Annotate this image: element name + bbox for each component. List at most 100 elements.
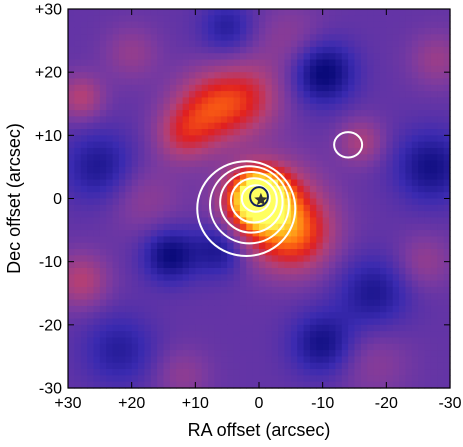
map-pixel (201, 21, 209, 29)
map-pixel (125, 204, 133, 212)
map-pixel (201, 84, 209, 92)
map-pixel (138, 65, 145, 73)
map-pixel (418, 217, 426, 225)
map-pixel (99, 198, 107, 206)
map-pixel (329, 242, 336, 250)
map-pixel (80, 27, 88, 35)
map-pixel (138, 185, 145, 193)
map-pixel (360, 280, 368, 288)
map-pixel (329, 129, 336, 136)
map-pixel (87, 110, 95, 117)
map-pixel (424, 53, 432, 61)
map-pixel (106, 135, 114, 143)
map-pixel (437, 103, 445, 111)
map-pixel (227, 204, 235, 212)
map-pixel (424, 166, 432, 174)
map-pixel (131, 110, 139, 117)
map-pixel (150, 122, 158, 130)
map-pixel (271, 192, 279, 200)
map-pixel (405, 141, 413, 149)
map-pixel (182, 173, 190, 181)
map-pixel (443, 324, 451, 332)
map-pixel (169, 135, 177, 143)
map-pixel (265, 356, 273, 364)
map-pixel (329, 217, 336, 225)
map-pixel (87, 293, 95, 301)
map-pixel (284, 59, 292, 67)
map-pixel (392, 53, 400, 61)
map-pixel (87, 59, 95, 67)
map-pixel (157, 103, 165, 111)
map-pixel (290, 318, 298, 326)
contour-lines (196, 131, 364, 257)
map-pixel (99, 343, 107, 351)
map-pixel (144, 65, 152, 73)
map-pixel (271, 337, 279, 345)
map-pixel (125, 110, 133, 117)
axis-ticks: +30 +20 +10 0 -10 -20 -30-30-20-100+10+20+30 (35, 2, 462, 413)
map-pixel (373, 356, 381, 364)
map-pixel (424, 141, 432, 149)
map-pixel (443, 173, 451, 181)
map-pixel (87, 324, 95, 332)
map-pixel (411, 223, 419, 231)
map-pixel (176, 166, 184, 174)
map-pixel (271, 312, 279, 320)
map-pixel (303, 255, 311, 263)
map-pixel (157, 249, 165, 256)
map-pixel (278, 337, 286, 345)
map-pixel (360, 299, 368, 307)
map-pixel (188, 331, 196, 339)
x-tick-label: +20 (118, 395, 145, 412)
map-pixel (246, 59, 254, 67)
map-pixel (144, 198, 152, 206)
map-pixel (214, 305, 222, 313)
map-pixel (252, 21, 260, 29)
map-pixel (411, 236, 419, 244)
map-pixel (182, 381, 190, 389)
map-pixel (335, 274, 343, 282)
map-pixel (246, 375, 254, 383)
map-pixel (233, 91, 241, 99)
map-pixel (290, 97, 298, 105)
map-pixel (418, 261, 426, 269)
map-pixel (233, 147, 241, 155)
map-pixel (74, 381, 82, 389)
map-pixel (176, 78, 184, 86)
map-pixel (176, 40, 184, 48)
map-pixel (163, 198, 171, 206)
map-pixel (68, 116, 75, 124)
map-pixel (106, 110, 114, 117)
map-pixel (87, 249, 95, 256)
map-pixel (214, 116, 222, 124)
map-pixel (290, 230, 298, 237)
map-pixel (68, 65, 75, 73)
map-pixel (201, 312, 209, 320)
map-pixel (360, 116, 368, 124)
map-pixel (309, 255, 317, 263)
map-pixel (418, 293, 426, 301)
map-pixel (316, 129, 324, 136)
map-pixel (392, 173, 400, 181)
map-pixel (220, 217, 228, 225)
map-pixel (163, 249, 171, 256)
map-pixel (437, 211, 445, 219)
map-pixel (437, 179, 445, 187)
map-pixel (437, 154, 445, 162)
map-pixel (176, 116, 184, 124)
map-pixel (335, 179, 343, 187)
map-pixel (424, 286, 432, 294)
map-pixel (150, 331, 158, 339)
map-pixel (252, 293, 260, 301)
map-pixel (335, 375, 343, 383)
map-pixel (354, 46, 362, 54)
map-pixel (195, 350, 203, 358)
map-pixel (316, 267, 324, 275)
map-pixel (112, 198, 120, 206)
map-pixel (348, 381, 356, 389)
map-pixel (246, 249, 254, 256)
map-pixel (74, 230, 82, 237)
map-pixel (309, 179, 317, 187)
map-pixel (74, 116, 82, 124)
map-pixel (252, 147, 260, 155)
